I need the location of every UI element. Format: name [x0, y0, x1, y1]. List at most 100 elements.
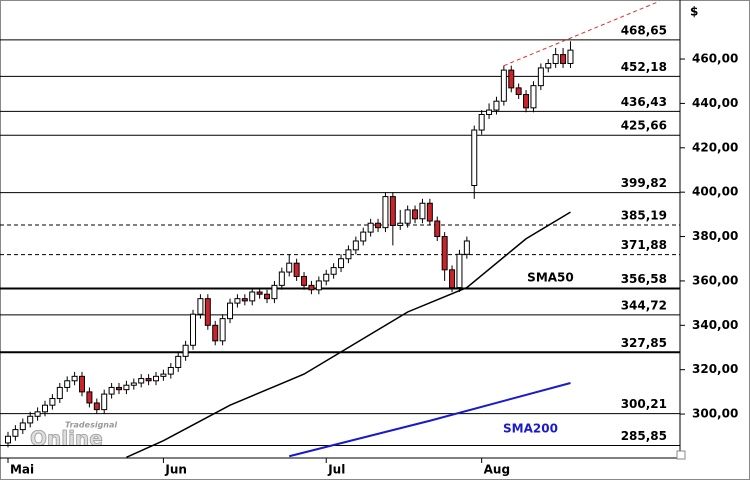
candle-body	[145, 378, 152, 382]
y-tick-label: 320,00	[692, 362, 738, 376]
candle-body	[449, 269, 456, 289]
candle-body	[301, 275, 308, 286]
candle-body	[508, 69, 515, 89]
candle-body	[330, 267, 337, 275]
sma-line	[126, 211, 571, 459]
candle-body	[212, 324, 219, 342]
candle-body	[138, 378, 145, 384]
candle-body	[323, 273, 330, 282]
candle-body	[160, 373, 167, 377]
candle-body	[515, 87, 522, 96]
candle-body	[375, 222, 382, 229]
y-tick-label: 340,00	[692, 318, 738, 332]
candle-body	[315, 280, 322, 291]
x-tick-label: Mai	[10, 463, 34, 477]
candle-body	[345, 249, 352, 260]
candle-body	[175, 355, 182, 368]
level-label: 436,43	[621, 95, 667, 109]
sma-line	[288, 382, 571, 458]
candle-body	[167, 366, 174, 375]
level-label: 344,72	[621, 298, 667, 312]
candle-body	[567, 49, 574, 64]
candle-body	[227, 302, 234, 320]
candle-body	[523, 94, 530, 109]
candle-body	[101, 393, 108, 411]
watermark-main: Online	[30, 427, 103, 451]
legend-label: SMA200	[503, 421, 558, 435]
candle-body	[79, 375, 86, 393]
y-tick-label: 420,00	[692, 140, 738, 154]
candle-body	[537, 67, 544, 87]
y-tick-label: 360,00	[692, 273, 738, 287]
candle-body	[108, 386, 115, 395]
candle-body	[463, 240, 470, 255]
candle-body	[93, 402, 100, 411]
trendline	[503, 0, 660, 67]
candle-body	[367, 222, 374, 233]
candle-body	[404, 209, 411, 224]
candle-body	[153, 375, 160, 382]
candle-body	[493, 100, 500, 111]
y-tick-label: 400,00	[692, 185, 738, 199]
y-tick-label: 440,00	[692, 96, 738, 110]
candle-body	[49, 398, 56, 406]
level-label: 385,19	[621, 209, 667, 223]
candle-body	[352, 240, 359, 251]
watermark: Tradesignal Online	[30, 421, 118, 451]
candle-body	[441, 236, 448, 271]
candle-body	[4, 435, 11, 444]
candle-body	[12, 429, 19, 437]
candle-body	[71, 375, 78, 382]
legend-label: SMA50	[527, 271, 574, 285]
candle-body	[256, 291, 263, 295]
candle-body	[434, 220, 441, 238]
candle-body	[426, 202, 433, 222]
candle-body	[64, 380, 71, 388]
candle-body	[545, 62, 552, 69]
y-tick-label: 300,00	[692, 407, 738, 421]
candle-body	[123, 384, 130, 391]
candle-body	[486, 109, 493, 115]
level-label: 399,82	[621, 176, 667, 190]
level-label: 285,85	[621, 429, 667, 443]
candle-body	[456, 253, 463, 289]
candle-body	[478, 114, 485, 131]
candle-body	[560, 54, 567, 64]
y-tick-label: 460,00	[692, 52, 738, 66]
candle-body	[190, 313, 197, 346]
watermark-top: Tradesignal	[65, 421, 117, 430]
candle-body	[204, 298, 211, 326]
candle-body	[182, 344, 189, 357]
candle-body	[500, 69, 507, 102]
candle-body	[389, 196, 396, 226]
candle-body	[219, 318, 226, 342]
level-label: 425,66	[621, 119, 667, 133]
candle-body	[86, 391, 93, 404]
candle-body	[130, 382, 137, 386]
candle-body	[397, 222, 404, 226]
candle-body	[271, 284, 278, 300]
candle-body	[27, 415, 34, 424]
candle-body	[471, 129, 478, 187]
candle-body	[419, 202, 426, 220]
x-tick-label: Jul	[327, 463, 345, 477]
level-label: 356,58	[621, 272, 667, 286]
candle-body	[552, 54, 559, 64]
level-label: 452,18	[621, 60, 667, 74]
candle-body	[19, 422, 26, 431]
candle-body	[56, 386, 63, 400]
candle-body	[360, 231, 367, 242]
candle-body	[249, 291, 256, 302]
candle-body	[34, 411, 41, 417]
candle-body	[41, 404, 48, 413]
candle-body	[412, 209, 419, 220]
x-tick-label: Jun	[164, 463, 187, 477]
candle-body	[308, 284, 315, 291]
y-tick-label: 380,00	[692, 229, 738, 243]
candle-body	[116, 386, 123, 391]
corner-icon	[676, 450, 686, 460]
candle-body	[530, 85, 537, 109]
level-label: 327,85	[621, 336, 667, 350]
